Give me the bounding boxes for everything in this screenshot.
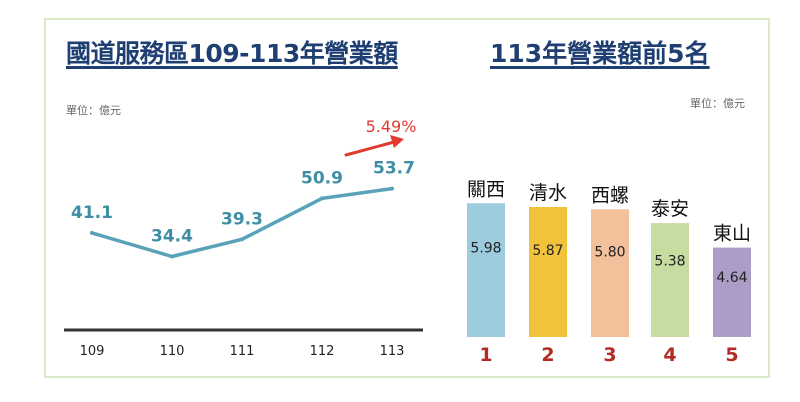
bar <box>529 207 567 337</box>
rank-label: 3 <box>603 344 616 366</box>
x-tick-label: 109 <box>80 344 105 359</box>
bar-category-label: 東山 <box>713 223 751 245</box>
line-chart-unit: 單位：億元 <box>66 104 121 117</box>
data-label: 39.3 <box>221 209 263 229</box>
data-point <box>390 186 394 191</box>
line-chart-title: 國道服務區109-113年營業額 <box>66 39 398 68</box>
bar-category-label: 關西 <box>467 178 505 200</box>
bar <box>467 203 505 337</box>
bar-chart-unit: 單位：億元 <box>690 97 745 110</box>
rank-label: 5 <box>725 344 738 366</box>
rank-label: 1 <box>479 344 492 366</box>
bar-category-label: 泰安 <box>651 198 689 220</box>
bar-value-label: 5.80 <box>594 244 625 260</box>
data-point <box>240 237 244 242</box>
rank-label: 2 <box>541 344 554 366</box>
chart-frame <box>44 18 770 378</box>
data-point <box>170 254 174 259</box>
data-point <box>90 230 94 235</box>
bar-category-label: 清水 <box>529 182 567 204</box>
bar-value-label: 4.64 <box>716 270 747 286</box>
x-tick-label: 110 <box>160 344 185 359</box>
data-point <box>320 196 324 201</box>
growth-annotation: 5.49% <box>366 117 417 136</box>
x-tick-label: 112 <box>310 344 335 359</box>
growth-arrow-head <box>390 135 404 148</box>
rank-label: 4 <box>663 344 676 366</box>
data-label: 50.9 <box>301 168 343 188</box>
bar <box>651 223 689 337</box>
bar-value-label: 5.38 <box>654 254 685 270</box>
bar-value-label: 5.98 <box>470 241 501 257</box>
bar-chart-title: 113年營業額前5名 <box>490 39 710 68</box>
data-label: 41.1 <box>71 203 113 223</box>
bar <box>591 209 629 337</box>
data-label: 53.7 <box>373 159 415 179</box>
bar <box>713 247 751 337</box>
growth-arrow-shaft <box>344 140 396 157</box>
x-tick-label: 111 <box>230 344 255 359</box>
bar-value-label: 5.87 <box>532 243 563 259</box>
bar-category-label: 西螺 <box>591 184 629 206</box>
x-tick-label: 113 <box>380 344 405 359</box>
data-label: 34.4 <box>151 227 193 247</box>
